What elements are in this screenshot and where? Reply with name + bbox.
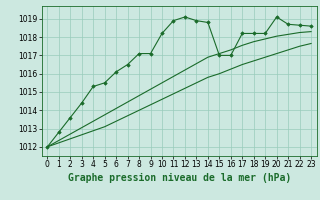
X-axis label: Graphe pression niveau de la mer (hPa): Graphe pression niveau de la mer (hPa): [68, 173, 291, 183]
